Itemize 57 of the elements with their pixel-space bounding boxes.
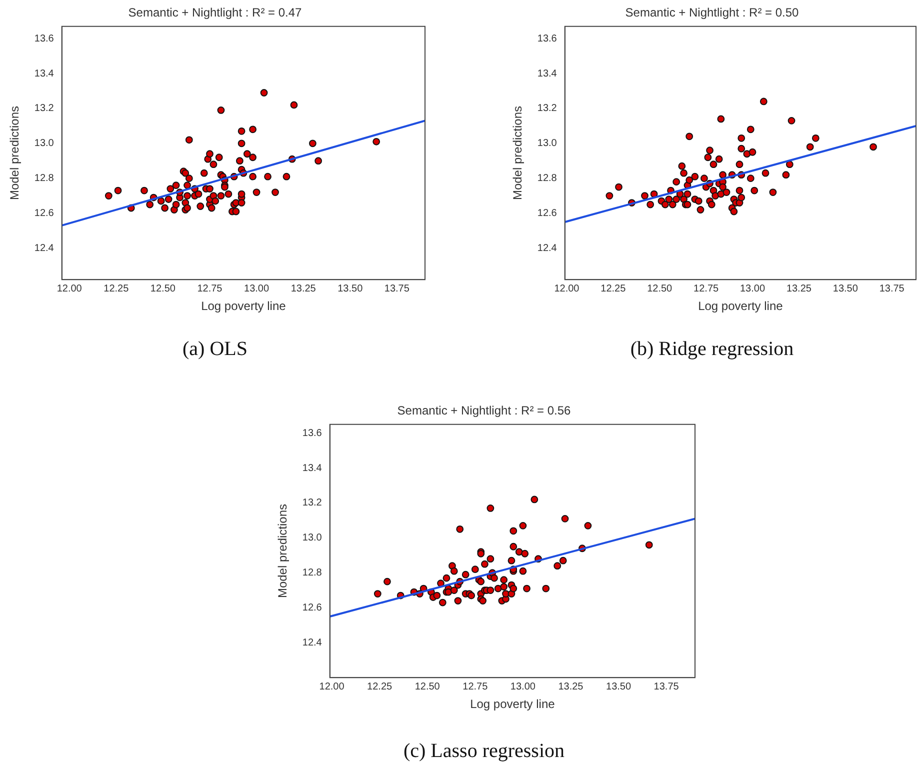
y-tick-label: 12.4: [302, 637, 322, 648]
x-tick-label: 13.25: [290, 283, 316, 294]
x-tick-label: 13.75: [654, 681, 680, 692]
x-tick-label: 12.25: [367, 681, 393, 692]
y-tick-label: 12.6: [537, 208, 558, 219]
x-axis-title: Log poverty line: [201, 299, 286, 314]
y-tick-label: 13.0: [302, 532, 322, 544]
y-tick-label: 13.2: [34, 103, 54, 114]
y-tick-label: 13.4: [302, 462, 322, 474]
x-tick-label: 12.50: [150, 283, 176, 294]
y-tick-label: 12.8: [537, 173, 558, 184]
y-axis-title: Model predictions: [8, 106, 22, 200]
y-tick-label: 13.6: [302, 428, 322, 439]
y-tick-label: 13.4: [34, 68, 54, 80]
x-tick-label: 13.00: [510, 681, 536, 692]
y-axis-title: Model predictions: [510, 106, 525, 200]
x-axis-title: Log poverty line: [470, 697, 556, 712]
y-tick-label: 12.4: [34, 242, 54, 254]
x-tick-label: 12.00: [554, 283, 580, 294]
chart-title: Semantic + Nightlight : R² = 0.47: [128, 6, 302, 20]
y-tick-label: 13.0: [537, 138, 558, 150]
x-tick-label: 12.75: [462, 681, 488, 692]
y-tick-label: 13.6: [34, 33, 54, 44]
y-tick-label: 12.8: [34, 173, 54, 184]
x-tick-label: 13.00: [244, 283, 270, 294]
y-tick-label: 12.4: [537, 242, 558, 254]
x-tick-label: 12.50: [647, 283, 673, 294]
x-tick-label: 12.75: [197, 283, 223, 294]
y-tick-label: 13.6: [537, 33, 558, 44]
x-tick-label: 13.50: [338, 283, 364, 294]
x-tick-label: 12.00: [56, 283, 82, 294]
x-tick-label: 13.50: [606, 681, 632, 692]
y-tick-label: 12.6: [34, 208, 54, 219]
y-tick-label: 13.2: [302, 498, 322, 509]
y-tick-label: 13.0: [34, 138, 54, 150]
x-tick-label: 12.00: [319, 681, 345, 692]
y-tick-label: 12.6: [302, 602, 322, 614]
x-tick-label: 12.75: [694, 283, 720, 294]
y-tick-label: 12.8: [302, 568, 322, 579]
text: (b) Ridge regression: [629, 338, 795, 361]
x-tick-label: 13.00: [740, 283, 766, 294]
x-axis-title: Log poverty line: [698, 299, 784, 314]
x-tick-label: 13.75: [879, 283, 905, 294]
x-tick-label: 12.25: [104, 283, 130, 294]
chart-title: Semantic + Nightlight : R² = 0.50: [625, 6, 800, 20]
x-tick-label: 12.25: [600, 283, 626, 294]
text: (a) OLS: [182, 338, 248, 361]
chart-title: Semantic + Nightlight : R² = 0.56: [397, 404, 572, 418]
x-tick-label: 13.50: [832, 283, 858, 294]
text: (c) Lasso regression: [402, 740, 566, 763]
y-tick-label: 13.4: [537, 68, 558, 80]
y-axis-title: Model predictions: [276, 504, 290, 598]
x-tick-label: 13.25: [558, 681, 584, 692]
x-tick-label: 13.25: [786, 283, 812, 294]
x-tick-label: 12.50: [414, 681, 440, 692]
y-tick-label: 13.2: [537, 103, 558, 114]
x-tick-label: 13.75: [384, 283, 410, 294]
